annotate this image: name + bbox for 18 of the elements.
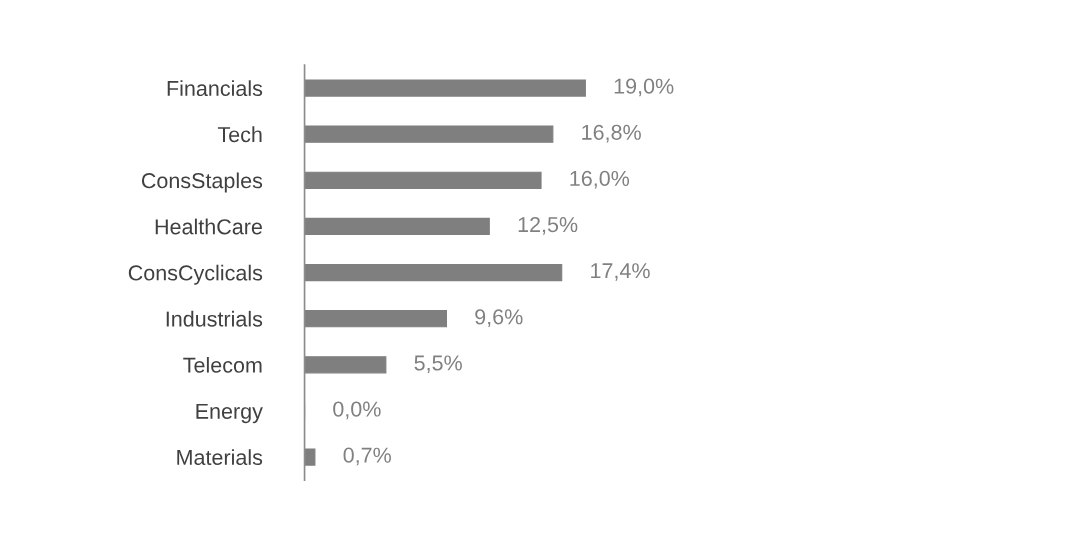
y-tick-label: Industrials	[166, 310, 263, 327]
y-tick-label: Energy	[196, 403, 263, 424]
y-tick-label: Telecom	[183, 356, 262, 373]
data-label: 0,7%	[343, 447, 391, 466]
y-tick-label: HealthCare	[155, 218, 262, 235]
y-tick-label: ConsCyclicals	[128, 264, 263, 285]
data-label: 16,8%	[582, 124, 641, 143]
data-label: 0,0%	[333, 401, 381, 420]
y-tick-label: ConsStaples	[141, 172, 263, 193]
data-label: 5,5%	[414, 355, 462, 374]
data-label: 19,0%	[614, 78, 674, 97]
data-label: 17,4%	[591, 263, 650, 281]
y-tick-label: Materials	[177, 449, 263, 466]
data-label: 12,5%	[518, 216, 578, 235]
data-label: 9,6%	[475, 309, 523, 327]
y-tick-label: Tech	[217, 126, 262, 143]
y-tick-label: Financials	[167, 80, 263, 97]
data-label: 16,0%	[570, 170, 630, 189]
